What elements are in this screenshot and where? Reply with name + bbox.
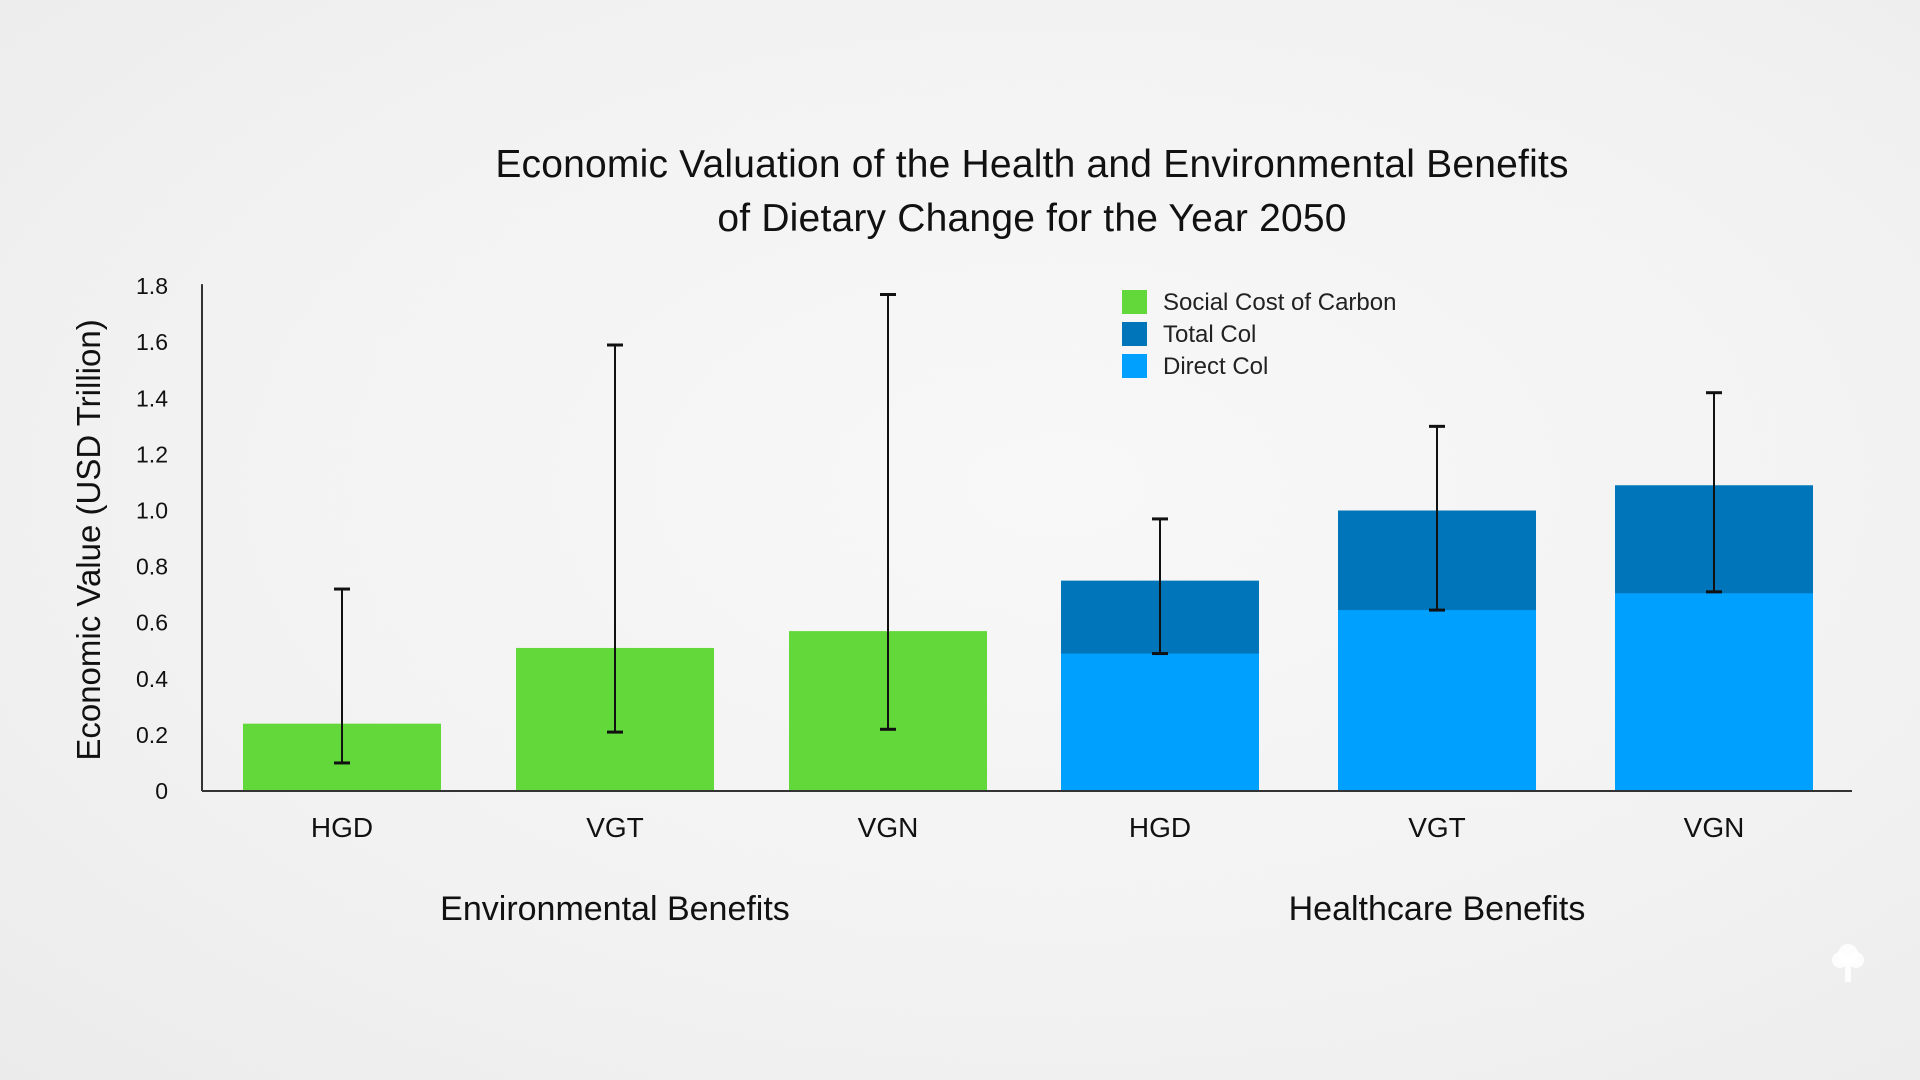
legend-label: Direct Col xyxy=(1163,353,1268,380)
y-tick-label: 0.8 xyxy=(136,554,168,580)
bar-healthcare-hgd-direct-col xyxy=(1061,653,1259,791)
category-labels: HGD VGT VGN HGD VGT VGN xyxy=(311,812,1744,843)
error-bars-layer xyxy=(334,293,1722,765)
y-tick-label: 0 xyxy=(155,778,168,804)
y-axis-label: Economic Value (USD Trillion) xyxy=(70,319,107,760)
chart-title: Economic Valuation of the Health and Env… xyxy=(0,138,1920,246)
legend-label: Total Col xyxy=(1163,321,1256,348)
category-label: VGN xyxy=(1684,812,1745,843)
y-tick-label: 1.2 xyxy=(136,441,168,467)
bars-layer xyxy=(243,485,1813,791)
y-tick-label: 1.6 xyxy=(136,329,168,355)
bar-healthcare-vgn-direct-col xyxy=(1615,593,1813,791)
category-label: VGT xyxy=(1408,812,1466,843)
bar-healthcare-vgt-direct-col xyxy=(1338,610,1536,791)
group-label: Environmental Benefits xyxy=(440,890,790,928)
legend: Social Cost of Carbon Total Col Direct Col xyxy=(1122,289,1396,380)
category-label: VGT xyxy=(586,812,644,843)
tree-icon xyxy=(1832,944,1864,982)
axes xyxy=(201,284,1852,792)
legend-swatch xyxy=(1122,290,1147,314)
y-tick-labels: 0 0.2 0.4 0.6 0.8 1.0 1.2 1.4 1.6 1.8 xyxy=(136,273,168,804)
legend-swatch xyxy=(1122,322,1147,346)
group-labels: Environmental Benefits Healthcare Benefit… xyxy=(440,890,1585,928)
y-tick-label: 0.4 xyxy=(136,666,168,692)
y-tick-label: 0.6 xyxy=(136,610,168,636)
legend-swatch xyxy=(1122,354,1147,378)
chart-title-line-2: of Dietary Change for the Year 2050 xyxy=(717,197,1347,240)
category-label: HGD xyxy=(1129,812,1191,843)
category-label: VGN xyxy=(858,812,919,843)
group-label: Healthcare Benefits xyxy=(1289,890,1586,928)
y-tick-label: 0.2 xyxy=(136,722,168,748)
y-tick-label: 1.0 xyxy=(136,498,168,524)
chart-title-line-1: Economic Valuation of the Health and Env… xyxy=(495,143,1569,186)
y-tick-label: 1.4 xyxy=(136,385,168,411)
category-label: HGD xyxy=(311,812,373,843)
legend-label: Social Cost of Carbon xyxy=(1163,289,1396,316)
y-tick-label: 1.8 xyxy=(136,273,168,299)
